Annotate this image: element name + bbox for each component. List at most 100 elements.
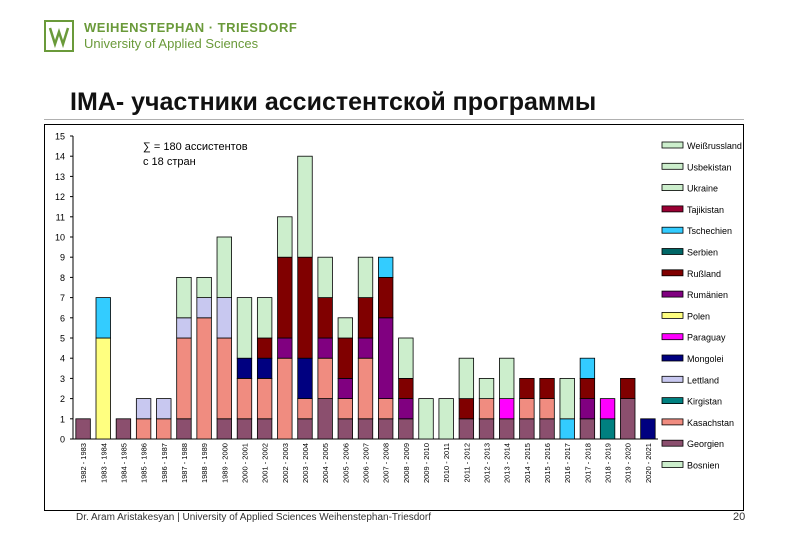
bar-segment [438, 398, 454, 440]
bar-segment [620, 377, 636, 399]
legend-swatch [661, 248, 684, 255]
bar-segment [398, 377, 414, 399]
bar-segment [398, 337, 414, 379]
bar-segment [337, 418, 353, 440]
title-divider [44, 119, 744, 120]
bar-segment [599, 398, 616, 420]
bar-segment [115, 418, 132, 440]
bar-segment [357, 297, 374, 339]
bar-segment [499, 418, 515, 440]
bar-segment [337, 317, 353, 339]
bar-segment [317, 357, 333, 399]
bar-segment [135, 398, 152, 420]
x-tick-label: 2008 - 2009 [402, 443, 411, 483]
bar-segment [297, 418, 313, 440]
x-tick-label: 2016 - 2017 [563, 443, 572, 483]
x-tick-label: 2020 - 2021 [644, 443, 653, 483]
y-tick-label: 14 [55, 152, 65, 162]
bar-segment [196, 276, 212, 298]
bar-segment [357, 418, 374, 440]
legend-swatch [661, 418, 684, 426]
legend-swatch [661, 397, 684, 405]
bar-segment [95, 337, 111, 440]
x-tick-label: 2017 - 2018 [583, 443, 592, 483]
bar-segment [499, 357, 515, 399]
y-tick-label: 9 [60, 253, 65, 263]
bar-segment [418, 398, 434, 440]
logo-mark-icon [44, 20, 74, 52]
bar-segment [277, 256, 293, 339]
bar-segment [297, 155, 313, 258]
x-tick-label: 2018 - 2019 [604, 443, 613, 483]
legend-label: Rumänien [687, 290, 728, 300]
x-tick-label: 2005 - 2006 [341, 443, 350, 483]
bar-segment [297, 357, 313, 399]
bar-segment [196, 297, 212, 319]
bar-segment [297, 398, 313, 420]
bar-segment [378, 256, 394, 278]
y-tick-label: 4 [60, 354, 65, 364]
y-tick-label: 2 [60, 394, 65, 404]
x-tick-label: 2015 - 2016 [543, 443, 552, 483]
legend-swatch [661, 375, 684, 383]
page-number: 20 [733, 511, 746, 523]
legend-swatch [661, 290, 684, 298]
bar-segment [378, 418, 394, 440]
bar-segment [539, 377, 555, 399]
legend-label: Polen [687, 311, 710, 321]
bar-segment [539, 398, 555, 420]
legend-label: Tajikistan [687, 205, 724, 215]
legend-swatch [661, 184, 684, 191]
page-title: IMA- участники ассистентской программы [70, 88, 597, 116]
y-tick-label: 11 [56, 212, 65, 222]
x-tick-label: 2019 - 2020 [624, 443, 633, 483]
y-tick-label: 10 [55, 233, 65, 243]
legend-swatch [661, 226, 684, 234]
bar-segment [337, 398, 353, 420]
bar-segment [398, 418, 414, 440]
bar-segment [256, 297, 273, 339]
legend-swatch [661, 333, 684, 341]
legend-swatch [661, 311, 684, 319]
x-tick-label: 2010 - 2011 [442, 443, 451, 482]
bar-segment [156, 398, 172, 420]
y-tick-label: 1 [60, 414, 65, 424]
bar-segment [216, 418, 232, 440]
bar-segment [398, 398, 414, 420]
bar-segment [297, 256, 313, 359]
bar-segment [458, 357, 475, 399]
legend-label: Georgien [687, 439, 724, 449]
bar-segment [95, 297, 111, 339]
bar-segment [579, 398, 596, 420]
y-tick-label: 12 [55, 192, 65, 202]
bar-segment [236, 418, 253, 440]
bar-segment [75, 418, 91, 440]
bar-segment [317, 297, 333, 339]
legend-label: Lettland [687, 375, 719, 385]
x-tick-label: 2002 - 2003 [281, 443, 290, 483]
legend-swatch [661, 141, 684, 149]
bar-segment [277, 216, 293, 258]
bar-segment [277, 357, 293, 440]
bar-segment [519, 398, 535, 420]
bar-segment [458, 418, 475, 440]
legend-label: Ukraine [687, 184, 718, 194]
bar-segment [135, 418, 152, 440]
logo-line1: WEIHENSTEPHAN · TRIESDORF [84, 20, 298, 35]
x-tick-label: 1987 - 1988 [180, 443, 189, 483]
bar-segment [317, 256, 333, 298]
x-tick-label: 2011 - 2012 [462, 443, 471, 482]
legend-label: Mongolei [687, 354, 724, 364]
x-tick-label: 1985 - 1986 [140, 443, 149, 483]
y-tick-label: 8 [60, 273, 65, 283]
legend-swatch [661, 439, 684, 447]
annotation-line2: с 18 стран [143, 156, 196, 168]
x-tick-label: 2014 - 2015 [523, 443, 532, 483]
x-tick-label: 1983 - 1984 [99, 443, 108, 483]
y-tick-label: 6 [60, 313, 65, 323]
x-tick-label: 2006 - 2007 [362, 443, 371, 483]
x-tick-label: 2007 - 2008 [382, 443, 391, 483]
y-tick-label: 13 [55, 172, 65, 182]
bar-segment [216, 337, 232, 420]
